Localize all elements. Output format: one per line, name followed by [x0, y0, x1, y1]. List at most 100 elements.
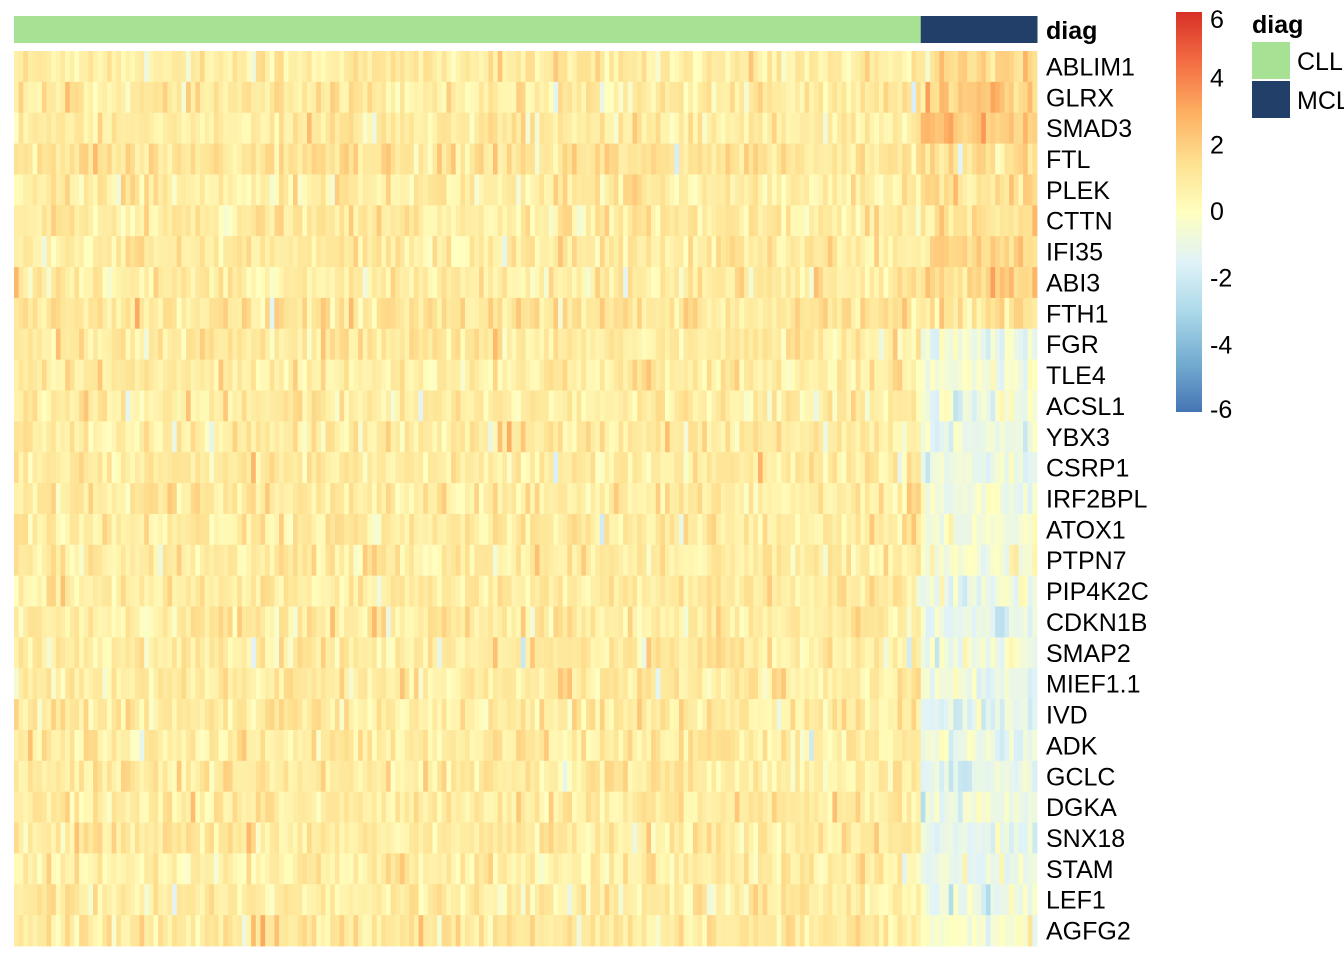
- heatmap-cell: [920, 637, 926, 669]
- heatmap-cell: [93, 421, 99, 453]
- heatmap-cell: [874, 236, 880, 268]
- heatmap-cell: [479, 267, 485, 299]
- heatmap-cell: [902, 544, 908, 577]
- heatmap-cell: [534, 513, 540, 546]
- heatmap-cell: [241, 421, 247, 453]
- heatmap-cell: [864, 297, 870, 330]
- heatmap-cell: [14, 328, 20, 361]
- heatmap-cell: [572, 267, 578, 299]
- heatmap-cell: [771, 328, 777, 361]
- heatmap-cell: [716, 112, 722, 144]
- heatmap-cell: [511, 328, 517, 361]
- heatmap-cell: [613, 729, 619, 762]
- heatmap-cell: [144, 297, 150, 330]
- heatmap-cell: [274, 637, 280, 669]
- heatmap-cell: [116, 390, 122, 422]
- heatmap-cell: [683, 81, 689, 114]
- heatmap-cell: [320, 452, 326, 484]
- heatmap-cell: [511, 236, 517, 268]
- heatmap-cell: [818, 544, 824, 577]
- heatmap-cell: [604, 699, 610, 731]
- heatmap-cell: [102, 729, 108, 762]
- heatmap-cell: [953, 637, 959, 669]
- heatmap-cell: [953, 452, 959, 484]
- heatmap-cell: [506, 637, 512, 669]
- heatmap-cell: [88, 544, 94, 577]
- heatmap-cell: [706, 112, 712, 144]
- heatmap-cell: [539, 328, 545, 361]
- heatmap-cell: [688, 668, 694, 700]
- heatmap-cell: [55, 575, 61, 607]
- heatmap-cell: [418, 236, 424, 268]
- heatmap-cell: [209, 483, 215, 515]
- heatmap-cell: [827, 575, 833, 607]
- heatmap-cell: [27, 637, 33, 669]
- heatmap-cell: [348, 513, 354, 546]
- heatmap-cell: [311, 51, 317, 83]
- heatmap-cell: [739, 637, 745, 669]
- heatmap-cell: [488, 452, 494, 484]
- heatmap-cell: [506, 359, 512, 391]
- heatmap-cell: [864, 328, 870, 361]
- heatmap-cell: [241, 297, 247, 330]
- heatmap-cell: [576, 668, 582, 700]
- heatmap-cell: [200, 390, 206, 422]
- heatmap-cell: [492, 359, 498, 391]
- heatmap-cell: [358, 390, 364, 422]
- heatmap-cell: [976, 51, 982, 83]
- heatmap-cell: [758, 267, 764, 299]
- heatmap-cell: [395, 81, 401, 114]
- heatmap-cell: [702, 637, 708, 669]
- heatmap-cell: [995, 359, 1001, 391]
- heatmap-cell: [660, 359, 666, 391]
- heatmap-cell: [785, 174, 791, 206]
- heatmap-cell: [525, 359, 531, 391]
- heatmap-cell: [74, 81, 80, 114]
- heatmap-cell: [776, 390, 782, 422]
- heatmap-cell: [446, 421, 452, 453]
- heatmap-cell: [423, 729, 429, 762]
- heatmap-cell: [804, 81, 810, 114]
- heatmap-cell: [711, 668, 717, 700]
- heatmap-cell: [269, 483, 275, 515]
- heatmap-cell: [771, 575, 777, 607]
- heatmap-cell: [344, 421, 350, 453]
- heatmap-cell: [623, 81, 629, 114]
- heatmap-cell: [776, 421, 782, 453]
- heatmap-cell: [539, 483, 545, 515]
- heatmap-cell: [720, 544, 726, 577]
- heatmap-cell: [906, 112, 912, 144]
- heatmap-cell: [376, 390, 382, 422]
- heatmap-cell: [725, 359, 731, 391]
- heatmap-cell: [860, 112, 866, 144]
- heatmap-cell: [93, 328, 99, 361]
- heatmap-cell: [678, 174, 684, 206]
- heatmap-cell: [976, 637, 982, 669]
- heatmap-cell: [590, 112, 596, 144]
- heatmap-cell: [116, 729, 122, 762]
- heatmap-cell: [376, 452, 382, 484]
- heatmap-cell: [153, 606, 159, 638]
- heatmap-cell: [492, 699, 498, 731]
- heatmap-cell: [153, 205, 159, 237]
- heatmap-cell: [176, 112, 182, 144]
- heatmap-cell: [469, 236, 475, 268]
- heatmap-cell: [753, 267, 759, 299]
- heatmap-cell: [720, 143, 726, 175]
- heatmap-cell: [813, 452, 819, 484]
- heatmap-cell: [618, 513, 624, 546]
- heatmap-cell: [497, 390, 503, 422]
- heatmap-cell: [646, 575, 652, 607]
- heatmap-cell: [655, 544, 661, 577]
- heatmap-cell: [678, 359, 684, 391]
- heatmap-cell: [125, 267, 131, 299]
- heatmap-cell: [32, 637, 38, 669]
- heatmap-cell: [186, 575, 192, 607]
- heatmap-cell: [139, 51, 145, 83]
- heatmap-cell: [599, 452, 605, 484]
- heatmap-cell: [674, 452, 680, 484]
- heatmap-cell: [720, 236, 726, 268]
- heatmap-cell: [878, 606, 884, 638]
- heatmap-cell: [260, 699, 266, 731]
- heatmap-cell: [539, 81, 545, 114]
